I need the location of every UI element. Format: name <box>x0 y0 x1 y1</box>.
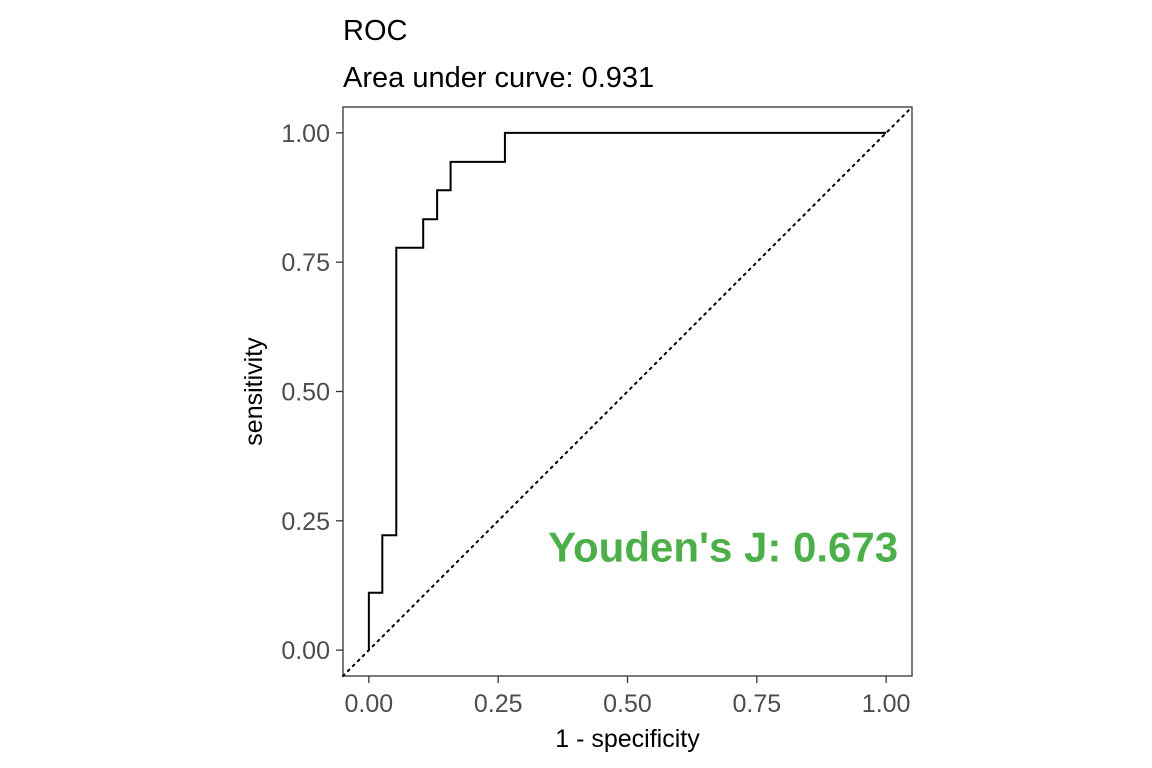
y-axis-title: sensitivity <box>240 337 268 446</box>
x-tick-label: 0.00 <box>345 690 394 718</box>
chart-subtitle: Area under curve: 0.931 <box>343 62 654 94</box>
chance-diagonal-line <box>342 106 913 677</box>
x-tick-label: 0.50 <box>603 690 652 718</box>
y-tick-label: 1.00 <box>281 120 330 148</box>
chart-title: ROC <box>343 15 407 47</box>
y-tick-label: 0.50 <box>281 379 330 407</box>
x-tick-label: 0.25 <box>474 690 523 718</box>
youden-annotation: Youden's J: 0.673 <box>548 524 898 571</box>
y-tick-label: 0.00 <box>281 637 330 665</box>
roc-curve-line <box>367 131 887 651</box>
y-tick-label: 0.25 <box>281 508 330 536</box>
y-tick-label: 0.75 <box>281 249 330 277</box>
x-axis-title: 1 - specificity <box>555 725 700 753</box>
x-tick-label: 0.75 <box>732 690 781 718</box>
plot-layer <box>342 106 913 677</box>
x-tick-label: 1.00 <box>862 690 911 718</box>
axis-layer: 0.00 0.25 0.50 0.75 1.00 0.00 0.25 0.50 0.75 1.00 <box>281 120 910 718</box>
